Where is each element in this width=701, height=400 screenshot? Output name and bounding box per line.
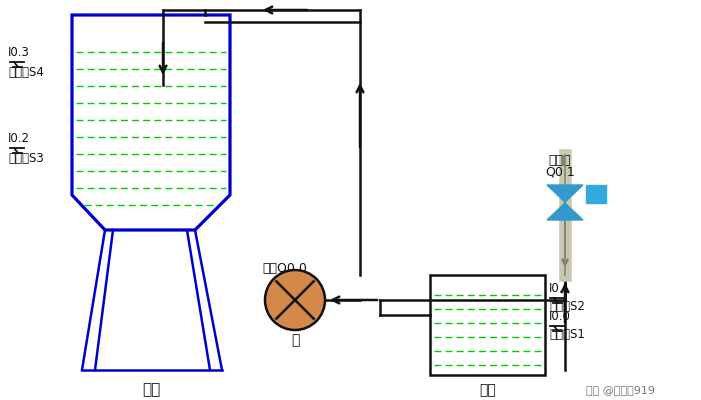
Text: 上限位S2: 上限位S2 bbox=[549, 300, 585, 312]
Text: 电磁阀: 电磁阀 bbox=[549, 154, 571, 166]
Text: 电机Q0.0: 电机Q0.0 bbox=[263, 262, 308, 274]
Text: 水池: 水池 bbox=[479, 383, 496, 397]
Text: 下限位S1: 下限位S1 bbox=[549, 328, 585, 340]
Polygon shape bbox=[547, 203, 583, 220]
Text: 水塔: 水塔 bbox=[142, 382, 160, 398]
Text: 头条 @北乔风919: 头条 @北乔风919 bbox=[585, 385, 655, 395]
Text: I0.2: I0.2 bbox=[8, 132, 30, 144]
Bar bbox=[586, 184, 606, 202]
Text: I0.1: I0.1 bbox=[549, 282, 571, 294]
Polygon shape bbox=[547, 185, 583, 202]
Text: 泵: 泵 bbox=[291, 333, 299, 347]
Text: Q0.1: Q0.1 bbox=[545, 166, 575, 178]
Circle shape bbox=[265, 270, 325, 330]
Text: 下限位S3: 下限位S3 bbox=[8, 152, 43, 164]
Text: 上限位S4: 上限位S4 bbox=[8, 66, 44, 78]
Text: I0.3: I0.3 bbox=[8, 46, 30, 58]
Text: I0.0: I0.0 bbox=[549, 310, 571, 322]
